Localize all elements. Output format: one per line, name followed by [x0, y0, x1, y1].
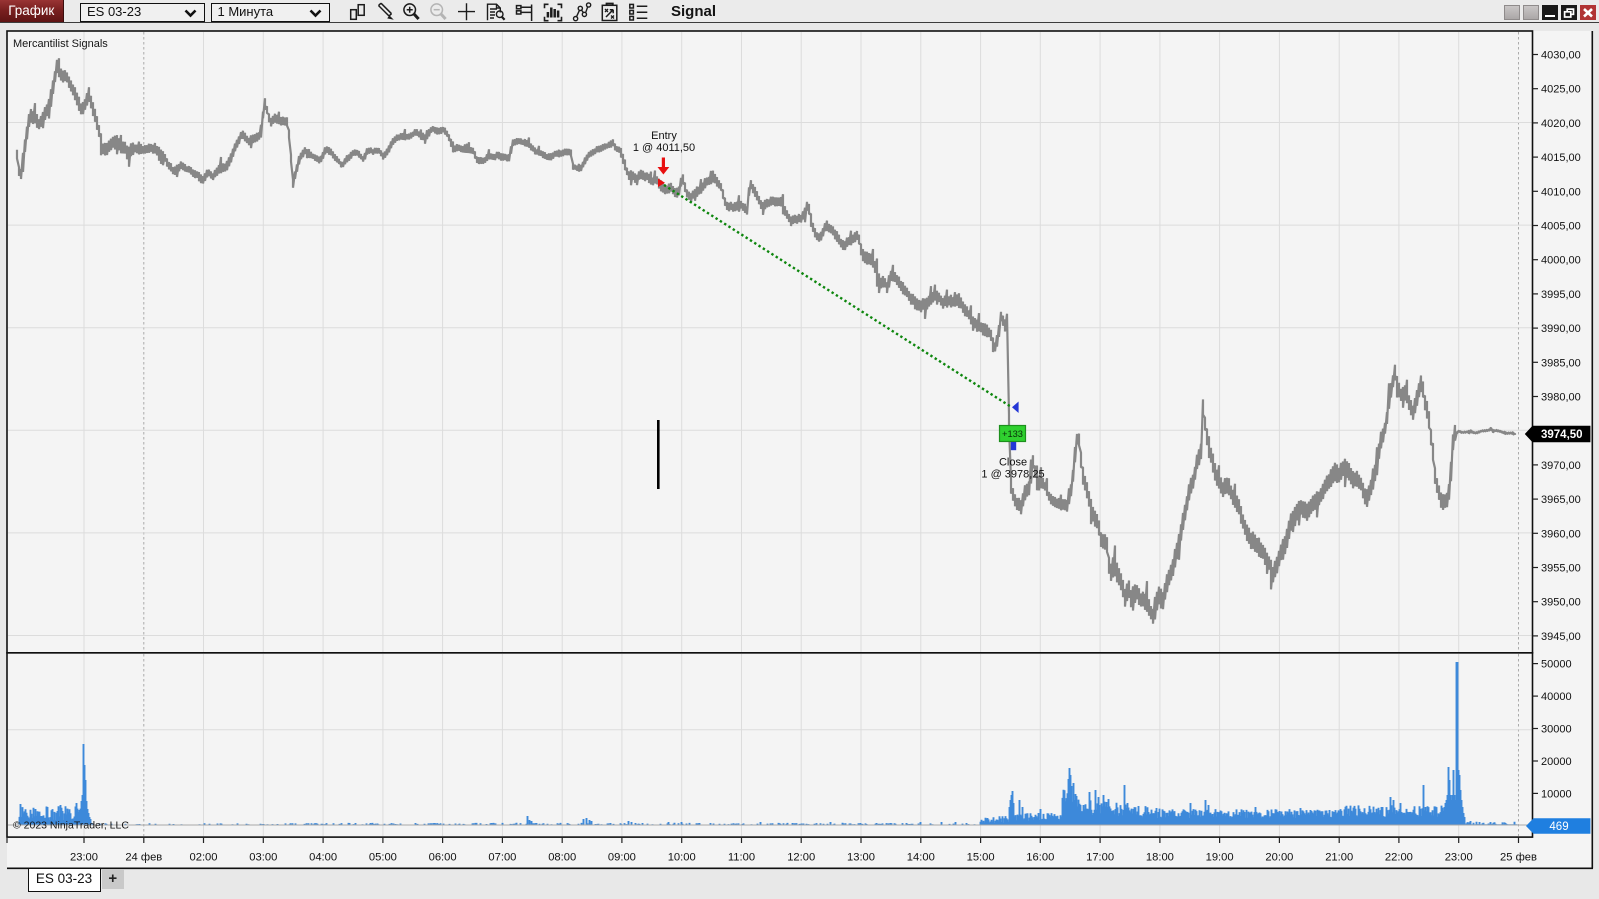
- svg-text:4010,00: 4010,00: [1541, 186, 1581, 198]
- svg-text:4005,00: 4005,00: [1541, 221, 1581, 233]
- svg-text:3974,50: 3974,50: [1541, 429, 1583, 441]
- svg-text:4030,00: 4030,00: [1541, 50, 1581, 62]
- svg-text:16:00: 16:00: [1026, 852, 1054, 864]
- svg-text:05:00: 05:00: [369, 852, 397, 864]
- svg-text:13:00: 13:00: [847, 852, 875, 864]
- svg-text:3970,00: 3970,00: [1541, 460, 1581, 472]
- svg-text:10000: 10000: [1541, 788, 1572, 800]
- svg-text:15:00: 15:00: [967, 852, 995, 864]
- svg-text:22:00: 22:00: [1385, 852, 1413, 864]
- svg-text:3985,00: 3985,00: [1541, 357, 1581, 369]
- svg-text:3995,00: 3995,00: [1541, 289, 1581, 301]
- svg-text:469: 469: [1549, 821, 1568, 833]
- svg-text:25 фев: 25 фев: [1500, 852, 1537, 864]
- svg-text:03:00: 03:00: [249, 852, 277, 864]
- svg-text:21:00: 21:00: [1325, 852, 1353, 864]
- svg-text:04:00: 04:00: [309, 852, 337, 864]
- svg-text:40000: 40000: [1541, 691, 1572, 703]
- svg-text:3990,00: 3990,00: [1541, 323, 1581, 335]
- svg-text:1 @ 4011,50: 1 @ 4011,50: [633, 142, 695, 154]
- svg-text:02:00: 02:00: [190, 852, 218, 864]
- svg-text:© 2023 NinjaTrader, LLC: © 2023 NinjaTrader, LLC: [13, 820, 129, 832]
- svg-text:1 @ 3978,25: 1 @ 3978,25: [981, 469, 1044, 481]
- svg-text:Close: Close: [999, 457, 1027, 469]
- svg-text:20000: 20000: [1541, 756, 1572, 768]
- svg-text:3945,00: 3945,00: [1541, 631, 1581, 643]
- svg-text:4000,00: 4000,00: [1541, 255, 1581, 267]
- svg-text:23:00: 23:00: [70, 852, 98, 864]
- svg-text:4020,00: 4020,00: [1541, 118, 1581, 130]
- svg-text:14:00: 14:00: [907, 852, 935, 864]
- svg-text:17:00: 17:00: [1086, 852, 1114, 864]
- svg-text:18:00: 18:00: [1146, 852, 1174, 864]
- svg-text:50000: 50000: [1541, 659, 1572, 671]
- svg-text:+133: +133: [1002, 429, 1023, 439]
- svg-text:11:00: 11:00: [728, 852, 755, 864]
- svg-text:06:00: 06:00: [429, 852, 457, 864]
- svg-text:07:00: 07:00: [488, 852, 516, 864]
- svg-text:3950,00: 3950,00: [1541, 597, 1581, 609]
- svg-text:Mercantilist Signals: Mercantilist Signals: [13, 38, 108, 50]
- svg-text:3965,00: 3965,00: [1541, 494, 1581, 506]
- svg-text:19:00: 19:00: [1206, 852, 1234, 864]
- svg-text:08:00: 08:00: [548, 852, 576, 864]
- svg-text:30000: 30000: [1541, 724, 1572, 736]
- svg-text:20:00: 20:00: [1265, 852, 1293, 864]
- svg-text:3955,00: 3955,00: [1541, 563, 1581, 575]
- svg-text:Entry: Entry: [651, 130, 677, 142]
- svg-text:09:00: 09:00: [608, 852, 636, 864]
- svg-text:24 фев: 24 фев: [125, 852, 162, 864]
- svg-text:3980,00: 3980,00: [1541, 392, 1581, 404]
- svg-text:4015,00: 4015,00: [1541, 152, 1581, 164]
- svg-text:3960,00: 3960,00: [1541, 528, 1581, 540]
- svg-text:12:00: 12:00: [787, 852, 815, 864]
- svg-text:23:00: 23:00: [1445, 852, 1473, 864]
- svg-text:10:00: 10:00: [668, 852, 696, 864]
- svg-text:4025,00: 4025,00: [1541, 84, 1581, 96]
